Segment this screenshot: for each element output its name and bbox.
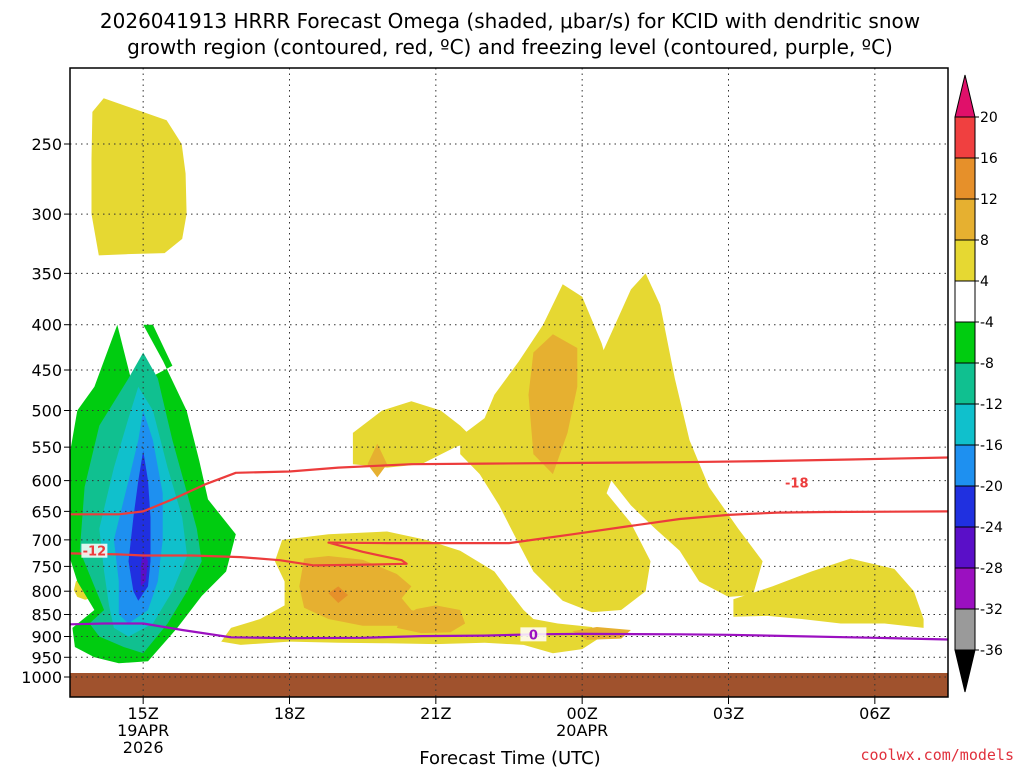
y-tick-label-750: 750	[31, 557, 62, 576]
y-tick-label-550: 550	[31, 438, 62, 457]
colorbar-label--12: -12	[980, 397, 1003, 413]
x-tick-label-03Z: 03Z	[713, 704, 744, 723]
y-axis: 250 300 350 400 450 500 550 600 650 700 750 800 850 9…	[21, 135, 70, 687]
contour-freezing-level	[70, 622, 948, 641]
y-tick-label-500: 500	[31, 402, 62, 421]
colorbar-label-16: 16	[980, 151, 998, 167]
omega-region-18	[140, 550, 148, 587]
y-tick-label-450: 450	[31, 361, 62, 380]
colorbar-over-arrow	[954, 74, 976, 118]
contour-label-bg-freezing-level	[520, 627, 547, 642]
colorbar-label-12: 12	[980, 192, 998, 208]
colorbar-swatch-6	[954, 362, 976, 405]
colorbar-label--36: -36	[980, 643, 1003, 659]
x-axis-title: Forecast Time (UTC)	[419, 748, 600, 768]
colorbar-swatch-9	[954, 485, 976, 528]
ground-surface	[70, 673, 948, 697]
colorbar-swatch-5	[954, 321, 976, 364]
y-tick-label-600: 600	[31, 472, 62, 491]
omega-region-6	[733, 558, 924, 628]
x-tick-label-15Z: 15Z	[128, 704, 159, 723]
y-tick-label-950: 950	[31, 648, 62, 667]
omega-region-12	[328, 586, 348, 603]
y-tick-label-700: 700	[31, 531, 62, 550]
contour-dgz-top	[70, 456, 948, 516]
colorbar-label--28: -28	[980, 561, 1003, 577]
y-tick-label-250: 250	[31, 135, 62, 154]
credit-text: coolwx.com/models	[860, 746, 1014, 764]
colorbar-swatch-10	[954, 526, 976, 569]
colorbar-label-4: 4	[980, 274, 989, 290]
plot-frame	[69, 67, 949, 698]
x-tick-year-15Z: 2026	[123, 738, 164, 757]
colorbar-label--24: -24	[980, 520, 1003, 536]
colorbar-swatch-7	[954, 403, 976, 446]
colorbar-swatch-4	[954, 280, 976, 323]
chart-title-line-2: growth region (contoured, red, ºC) and f…	[127, 35, 893, 59]
colorbar-swatch-1	[954, 157, 976, 200]
chart-title-line-1: 2026041913 HRRR Forecast Omega (shaded, …	[100, 9, 920, 33]
colorbar: 20 16 12 8 4 -4 -8 -12 -16 -20 -24 -28 -32 -36	[954, 74, 1003, 693]
x-tick-date-15Z: 19APR	[117, 721, 169, 740]
omega-shading	[70, 98, 924, 664]
x-tick-label-00Z: 00Z	[567, 704, 598, 723]
y-tick-label-850: 850	[31, 606, 62, 625]
colorbar-label--16: -16	[980, 438, 1003, 454]
omega-region-3	[352, 401, 475, 468]
colorbar-swatch-11	[954, 567, 976, 610]
colorbar-swatch-8	[954, 444, 976, 487]
colorbar-label-20: 20	[980, 110, 998, 126]
contour-label-dgz-bottom: -12	[83, 545, 107, 560]
omega-region-10	[528, 334, 578, 475]
contour-label-bg-dgz-top	[783, 475, 810, 490]
omega-region-9	[367, 443, 388, 478]
y-tick-label-650: 650	[31, 502, 62, 521]
contour-label-bg-dgz-bottom	[81, 543, 108, 558]
colorbar-under-arrow	[954, 649, 976, 693]
colorbar-label--32: -32	[980, 602, 1003, 618]
y-tick-label-300: 300	[31, 205, 62, 224]
y-tick-label-900: 900	[31, 627, 62, 646]
colorbar-swatch-3	[954, 239, 976, 282]
colorbar-swatch-0	[954, 116, 976, 159]
grid-lines	[70, 68, 948, 697]
colorbar-label--20: -20	[980, 479, 1003, 495]
x-tick-date-00Z: 20APR	[556, 721, 608, 740]
omega-region-0	[91, 98, 187, 256]
x-tick-label-21Z: 21Z	[420, 704, 451, 723]
colorbar-label--4: -4	[980, 315, 994, 331]
contour-label-freezing-level: 0	[529, 628, 538, 643]
y-tick-label-350: 350	[31, 264, 62, 283]
x-tick-label-18Z: 18Z	[274, 704, 305, 723]
y-tick-label-400: 400	[31, 316, 62, 335]
colorbar-label--8: -8	[980, 356, 994, 372]
colorbar-swatch-12	[954, 608, 976, 651]
y-tick-label-1000: 1000	[21, 668, 62, 687]
contour-dgz-bottom	[70, 510, 948, 567]
contour-label-dgz-top: -18	[785, 477, 809, 492]
contour-lines: -18 -12 0	[70, 456, 948, 643]
colorbar-swatch-2	[954, 198, 976, 241]
x-tick-label-06Z: 06Z	[859, 704, 890, 723]
colorbar-label-8: 8	[980, 233, 989, 249]
omega-region-8	[396, 605, 466, 634]
y-tick-label-800: 800	[31, 582, 62, 601]
